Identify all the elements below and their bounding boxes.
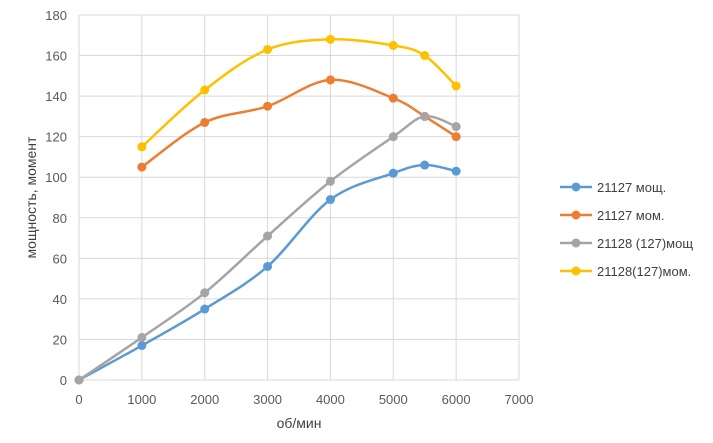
- legend-swatch-marker: [571, 238, 581, 248]
- legend-label: 21127 мощ.: [597, 180, 666, 195]
- y-tick-label: 100: [45, 170, 67, 185]
- data-point: [200, 117, 210, 127]
- y-tick-label: 140: [45, 89, 67, 104]
- gridlines: [78, 14, 520, 381]
- legend: 21127 мощ. 21127 мом. 21128 (127)мощ 21128(…: [560, 180, 693, 279]
- legend-swatch-marker: [571, 210, 581, 220]
- series-layer: [74, 34, 461, 385]
- legend-label: 21128(127)мом.: [597, 264, 691, 279]
- data-point: [420, 51, 430, 61]
- legend-swatch-marker: [571, 266, 581, 276]
- series-4: [137, 34, 461, 152]
- data-point: [388, 40, 398, 50]
- data-point: [451, 81, 461, 91]
- y-tick-label: 20: [53, 332, 67, 347]
- x-tick-label: 3000: [253, 392, 282, 407]
- y-tick-label: 60: [53, 251, 67, 266]
- data-point: [200, 304, 210, 314]
- y-tick-label: 40: [53, 292, 67, 307]
- data-point: [451, 132, 461, 142]
- y-tick-label: 120: [45, 130, 67, 145]
- data-point: [325, 34, 335, 44]
- data-point: [137, 162, 147, 172]
- y-tick-label: 160: [45, 49, 67, 64]
- data-point: [325, 176, 335, 186]
- legend-item: 21128 (127)мощ: [560, 236, 693, 251]
- data-point: [325, 195, 335, 205]
- data-point: [420, 111, 430, 121]
- series-line: [77, 115, 458, 382]
- data-point: [388, 168, 398, 178]
- data-point: [200, 288, 210, 298]
- y-tick-label: 80: [53, 211, 67, 226]
- series-1: [74, 160, 461, 385]
- x-tick-label: 5000: [379, 392, 408, 407]
- legend-item: 21127 мощ.: [560, 180, 666, 195]
- data-point: [137, 341, 147, 351]
- y-tick-label: 0: [60, 373, 67, 388]
- data-point: [325, 75, 335, 85]
- data-point: [388, 93, 398, 103]
- data-point: [388, 132, 398, 142]
- data-point: [137, 332, 147, 342]
- data-point: [74, 375, 84, 385]
- x-tick-label: 4000: [316, 392, 345, 407]
- series-line: [77, 163, 458, 382]
- data-point: [263, 101, 273, 111]
- x-axis-title: об/мин: [277, 415, 322, 431]
- legend-label: 21128 (127)мощ: [597, 236, 693, 251]
- x-tick-label: 0: [75, 392, 82, 407]
- legend-item: 21127 мом.: [560, 208, 665, 223]
- series-3: [74, 111, 461, 385]
- data-point: [200, 85, 210, 95]
- data-point: [263, 44, 273, 54]
- data-point: [263, 231, 273, 241]
- x-tick-label: 6000: [442, 392, 471, 407]
- y-tick-label: 180: [45, 8, 67, 23]
- data-point: [420, 160, 430, 170]
- x-tick-label: 7000: [505, 392, 534, 407]
- x-tick-label: 1000: [127, 392, 156, 407]
- legend-item: 21128(127)мом.: [560, 264, 691, 279]
- legend-label: 21127 мом.: [597, 208, 665, 223]
- data-point: [263, 261, 273, 271]
- data-point: [137, 142, 147, 152]
- y-axis-title: мощность, момент: [23, 136, 39, 258]
- data-point: [451, 166, 461, 176]
- axes: 0 20 40 60 80 100 120 140 160 180 0 1000 2000 3000 400…: [45, 8, 533, 407]
- legend-swatch-marker: [571, 182, 581, 192]
- data-point: [451, 122, 461, 132]
- x-tick-label: 2000: [190, 392, 219, 407]
